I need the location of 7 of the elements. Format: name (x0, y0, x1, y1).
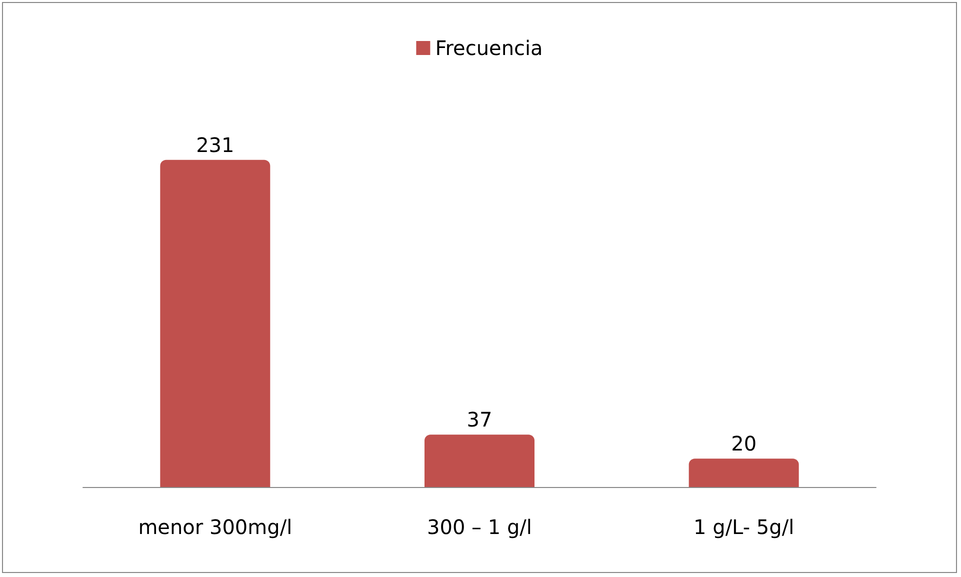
data-label: 37 (466, 408, 492, 432)
x-tick-label: menor 300mg/l (138, 515, 292, 539)
legend-label: Frecuencia (435, 36, 543, 60)
data-label: 231 (196, 132, 234, 157)
data-label: 20 (731, 432, 757, 456)
x-tick-label: 1 g/L- 5g/l (694, 515, 794, 539)
x-tick-label: 300 – 1 g/l (427, 515, 532, 539)
